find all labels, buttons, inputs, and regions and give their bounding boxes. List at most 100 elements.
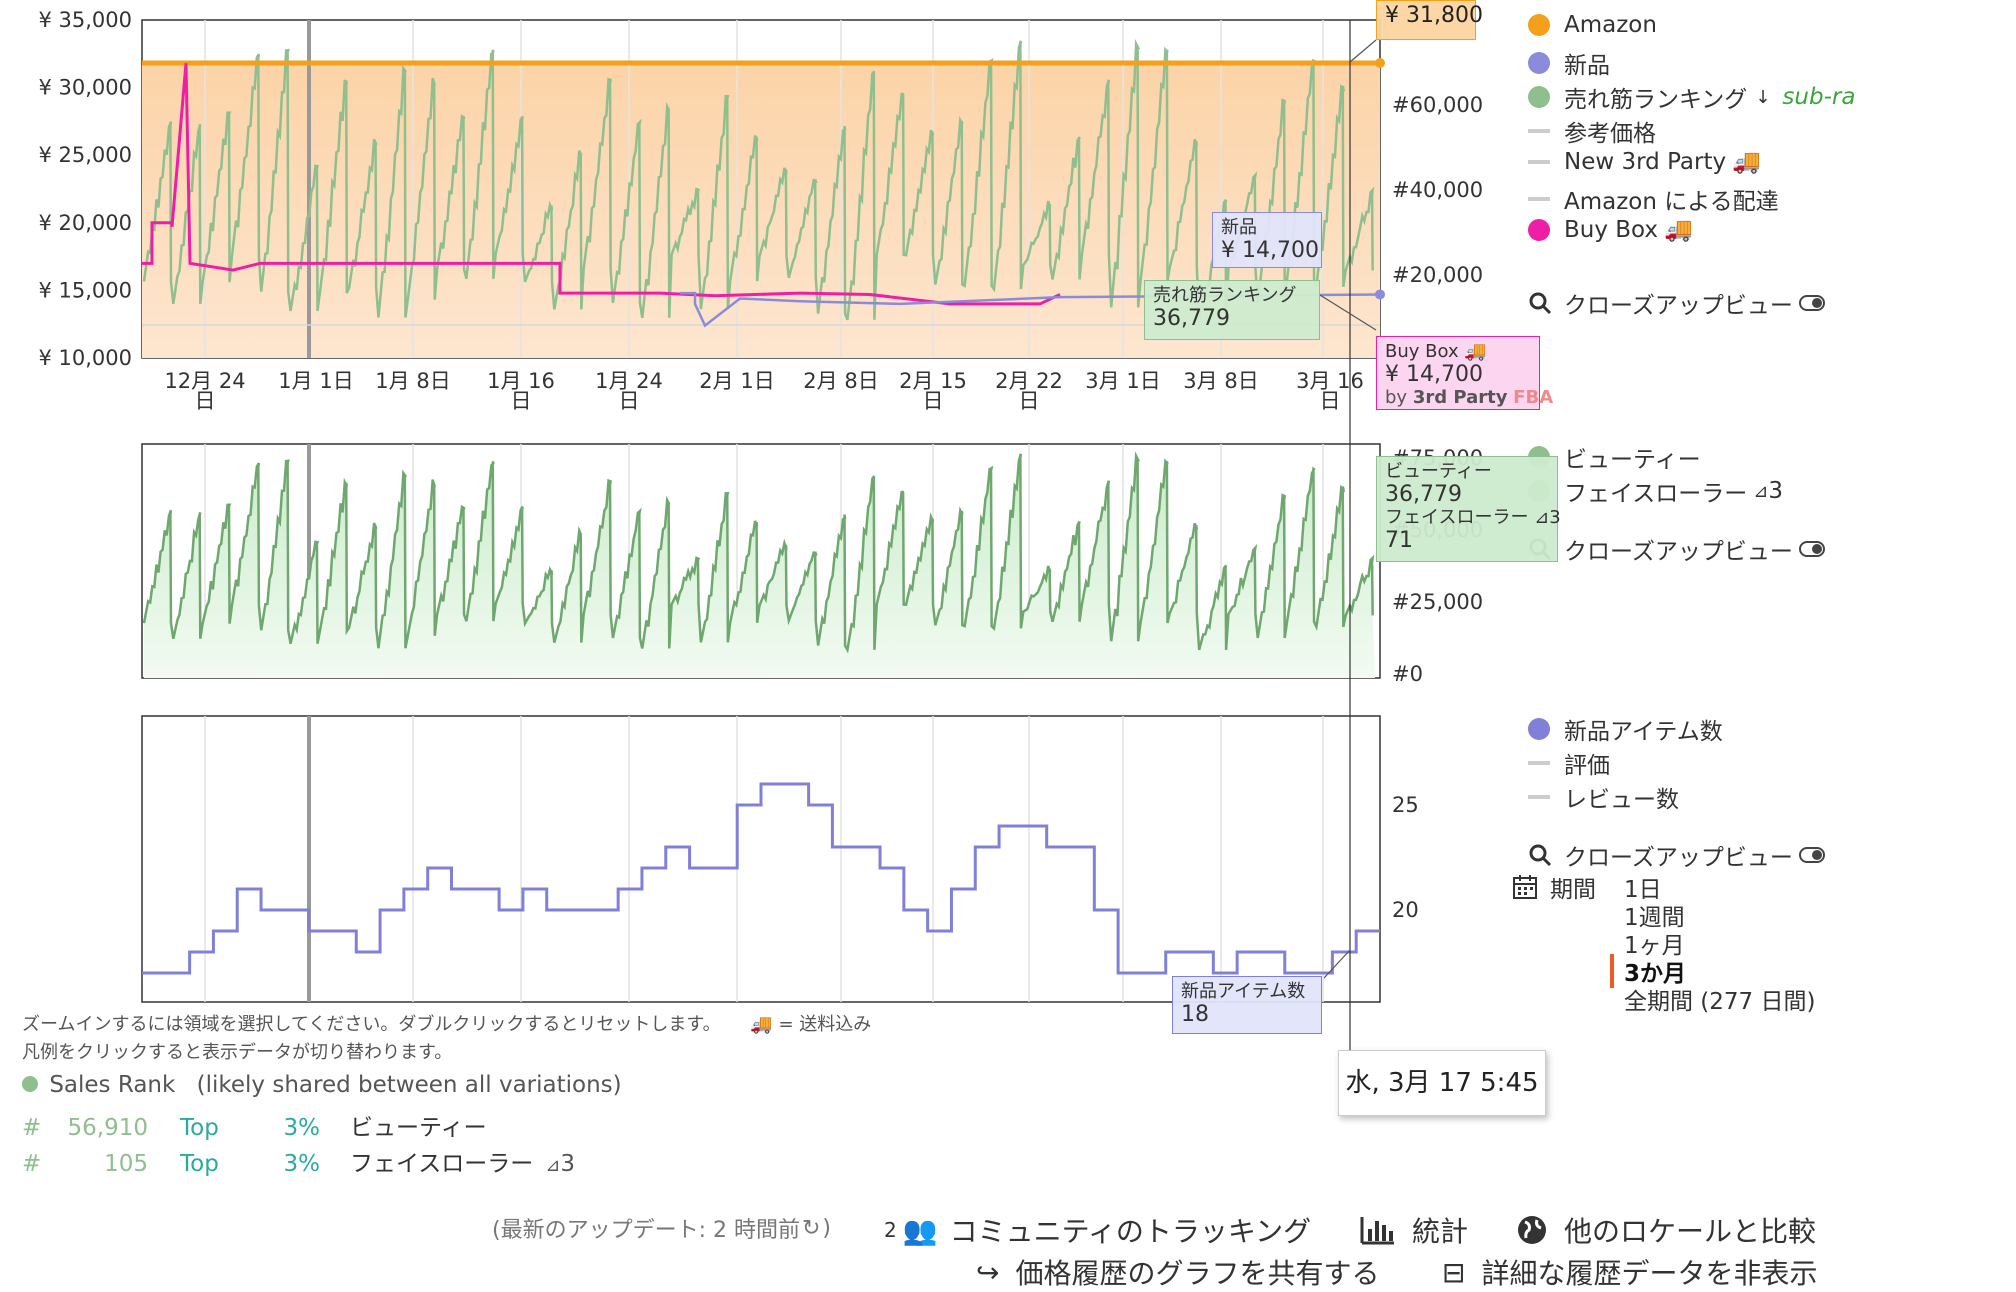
- legend-label: レビュー数: [1564, 787, 1679, 813]
- toggle-icon[interactable]: [1798, 847, 1825, 863]
- rank-percent: 3%: [283, 1115, 321, 1141]
- legend-dot-icon: [1528, 218, 1550, 241]
- y-right-tick: #40,000: [1392, 178, 1483, 202]
- legend-label: 評価: [1564, 753, 1610, 779]
- new-count-tooltip-value: 18: [1181, 1002, 1209, 1027]
- legend-item[interactable]: New 3rd Party 🚚: [1528, 148, 1761, 175]
- period-option[interactable]: 全期間 (277 日間): [1624, 989, 1816, 1015]
- legend-item[interactable]: フェイスローラー ⊿ 3: [1528, 474, 1783, 508]
- sales-rank-header: Sales Rank (likely shared between all va…: [22, 1072, 622, 1098]
- compare-locales-link[interactable]: 他のロケールと比較: [1516, 1210, 1816, 1250]
- community-tracking-link[interactable]: 2 👥 コミュニティのトラッキング: [884, 1213, 1312, 1249]
- category-rank-label-1: ビューティー: [1385, 461, 1492, 482]
- x-tick-label: 3月 16: [1296, 369, 1364, 393]
- legend-dash-icon: [1528, 761, 1550, 765]
- legend-dash-icon: [1528, 795, 1550, 799]
- legend-note: 凡例をクリックすると表示データが切り替わります。: [22, 1042, 453, 1063]
- rank-tooltip: 売れ筋ランキング 36,779: [1144, 280, 1320, 340]
- sitemap-icon: ⊿: [1753, 480, 1769, 502]
- sub-rank-link[interactable]: sub-ra: [1782, 84, 1856, 110]
- legend-item[interactable]: 新品: [1528, 46, 1610, 80]
- period-option[interactable]: 1週間: [1624, 905, 1685, 931]
- truck-icon: 🚚: [1664, 217, 1693, 243]
- y-left-tick: ¥ 15,000: [38, 278, 132, 302]
- toggle-icon[interactable]: [1798, 295, 1825, 311]
- legend-item[interactable]: 売れ筋ランキング ↓ sub-ra: [1528, 80, 1855, 114]
- buybox-tooltip: Buy Box 🚚 ¥ 14,700 by 3rd Party FBA: [1376, 336, 1553, 410]
- buybox-tooltip-label: Buy Box 🚚: [1385, 341, 1487, 362]
- statistics-link[interactable]: 統計: [1360, 1210, 1468, 1250]
- tooltip-connector: [1319, 294, 1377, 331]
- new-count-tooltip-label: 新品アイテム数: [1181, 981, 1306, 1002]
- legend-item[interactable]: Amazon: [1528, 12, 1657, 38]
- buy-box-line: [142, 63, 1061, 306]
- calendar-icon: [1513, 875, 1537, 899]
- sales-rank-row: #105 Top 3% フェイスローラー ⊿3: [22, 1144, 575, 1178]
- legend-item[interactable]: Buy Box 🚚: [1528, 216, 1693, 243]
- refresh-icon[interactable]: ↻: [801, 1215, 821, 1241]
- period-option[interactable]: 3か月: [1610, 954, 1686, 988]
- rank-percent: 3%: [283, 1151, 321, 1177]
- y-left-tick: ¥ 25,000: [38, 143, 132, 167]
- truck-icon: 🚚: [1732, 149, 1761, 175]
- closeup-label: クローズアップビュー: [1564, 539, 1793, 565]
- legend-item[interactable]: 参考価格: [1528, 114, 1656, 148]
- new-count-panel: [141, 715, 1381, 1003]
- search-icon: [1529, 844, 1552, 867]
- new-tooltip-value: ¥ 14,700: [1221, 238, 1319, 263]
- closeup-toggle[interactable]: クローズアップビュー: [1528, 838, 1825, 872]
- x-tick-label: 2月 15: [899, 369, 967, 393]
- closeup-toggle[interactable]: クローズアップビュー: [1528, 286, 1825, 320]
- zoom-note: ズームインするには領域を選択してください。ダブルクリックするとリセットします。 …: [22, 1014, 872, 1035]
- legend-dash-icon: [1528, 159, 1550, 164]
- hide-detail-link[interactable]: ⊟ 詳細な履歴データを非表示: [1442, 1255, 1818, 1291]
- rank-value: 56,910: [67, 1115, 148, 1141]
- truck-icon: 🚚: [750, 1014, 773, 1035]
- minus-square-icon: ⊟: [1442, 1255, 1466, 1289]
- tooltip-connector: [1349, 39, 1377, 63]
- rank-category[interactable]: フェイスローラー: [350, 1151, 534, 1177]
- amazon-tooltip: ¥ 31,800: [1376, 0, 1483, 40]
- new-price-line: [680, 291, 1381, 328]
- share-chart-link[interactable]: ↪ 価格履歴のグラフを共有する: [976, 1255, 1380, 1291]
- legend-item[interactable]: 評価: [1528, 746, 1610, 780]
- rank-y-tick: #0: [1392, 662, 1423, 686]
- legend-item[interactable]: Amazon による配達: [1528, 182, 1779, 216]
- rank-category[interactable]: ビューティー: [350, 1115, 487, 1141]
- category-rank-value-1: 36,779: [1385, 482, 1462, 507]
- y-left-tick: ¥ 30,000: [38, 76, 132, 100]
- x-tick-label: 3月 1日: [1085, 369, 1160, 393]
- y-left-tick: ¥ 35,000: [38, 8, 132, 32]
- toggle-icon[interactable]: [1798, 541, 1825, 557]
- sales-rank-line: [142, 39, 1375, 321]
- x-tick-label: 日: [511, 389, 532, 413]
- rank-top: Top: [180, 1115, 219, 1141]
- legend-item[interactable]: レビュー数: [1528, 780, 1679, 814]
- x-tick-label: 2月 8日: [803, 369, 878, 393]
- truck-icon: 🚚: [1464, 341, 1487, 362]
- x-tick-label: 1月 8日: [375, 369, 450, 393]
- x-tick-label: 3月 8日: [1183, 369, 1258, 393]
- legend-label: 新品: [1564, 53, 1610, 79]
- new-tooltip: 新品 ¥ 14,700: [1212, 212, 1322, 268]
- period-option[interactable]: 1日: [1624, 877, 1662, 903]
- legend-dash-icon: [1528, 197, 1550, 201]
- buybox-seller: 3rd Party: [1412, 387, 1508, 408]
- legend-dot-icon: [1528, 14, 1550, 36]
- amazon-tooltip-value: ¥ 31,800: [1385, 3, 1483, 28]
- closeup-label: クローズアップビュー: [1564, 845, 1793, 871]
- legend-label: New 3rd Party: [1564, 148, 1727, 175]
- x-tick-label: 1月 24: [595, 369, 663, 393]
- legend-suffix: 3: [1768, 478, 1784, 504]
- closeup-toggle[interactable]: クローズアップビュー: [1528, 532, 1825, 566]
- y-right-tick: #60,000: [1392, 93, 1483, 117]
- period-option[interactable]: 1ヶ月: [1624, 933, 1685, 959]
- buybox-fba: FBA: [1513, 387, 1554, 408]
- x-tick-label: 2月 1日: [699, 369, 774, 393]
- legend-label: ビューティー: [1564, 447, 1701, 473]
- rank-hash: #: [22, 1115, 42, 1141]
- legend-item[interactable]: 新品アイテム数: [1528, 712, 1723, 746]
- legend-label: 新品アイテム数: [1564, 719, 1723, 745]
